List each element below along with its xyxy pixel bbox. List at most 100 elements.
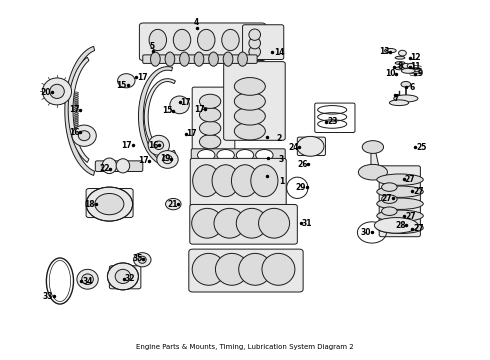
Ellipse shape [401, 68, 415, 73]
Ellipse shape [377, 222, 423, 234]
Ellipse shape [358, 165, 388, 180]
Ellipse shape [231, 165, 259, 197]
Text: 25: 25 [416, 143, 427, 152]
Ellipse shape [249, 29, 261, 40]
Ellipse shape [138, 256, 146, 263]
Ellipse shape [234, 77, 266, 95]
Ellipse shape [107, 263, 138, 290]
FancyBboxPatch shape [189, 249, 303, 292]
Ellipse shape [262, 253, 295, 285]
Ellipse shape [163, 155, 172, 164]
Ellipse shape [259, 208, 290, 238]
Text: 28: 28 [396, 221, 406, 230]
Text: 9: 9 [418, 69, 423, 78]
Polygon shape [65, 46, 95, 175]
Text: 27: 27 [381, 194, 392, 203]
Text: 19: 19 [160, 154, 171, 163]
Ellipse shape [197, 149, 215, 161]
Text: 17: 17 [137, 73, 147, 82]
Ellipse shape [239, 253, 271, 285]
Ellipse shape [78, 131, 90, 141]
Text: 8: 8 [397, 62, 403, 71]
FancyBboxPatch shape [86, 189, 133, 217]
Text: 17: 17 [194, 105, 204, 114]
Ellipse shape [398, 50, 406, 56]
Text: 16: 16 [69, 128, 80, 137]
Ellipse shape [170, 96, 189, 114]
FancyBboxPatch shape [192, 87, 235, 149]
Ellipse shape [115, 269, 131, 283]
Text: 30: 30 [361, 228, 371, 237]
Ellipse shape [214, 208, 245, 238]
Text: 34: 34 [82, 276, 93, 285]
FancyBboxPatch shape [96, 161, 143, 171]
Ellipse shape [377, 186, 423, 197]
Text: 17: 17 [69, 105, 80, 114]
Ellipse shape [249, 46, 261, 57]
Ellipse shape [401, 81, 411, 87]
Ellipse shape [256, 149, 273, 161]
Polygon shape [371, 148, 380, 170]
Ellipse shape [199, 121, 221, 135]
FancyBboxPatch shape [315, 103, 355, 132]
Ellipse shape [212, 165, 239, 197]
Text: 27: 27 [413, 187, 424, 196]
Ellipse shape [199, 108, 221, 122]
FancyBboxPatch shape [224, 159, 286, 207]
Ellipse shape [118, 74, 135, 88]
Ellipse shape [199, 135, 221, 149]
Ellipse shape [193, 165, 220, 197]
Text: 18: 18 [84, 199, 94, 208]
Ellipse shape [134, 253, 151, 267]
Text: 17: 17 [121, 141, 132, 150]
Text: 7: 7 [393, 94, 399, 103]
Text: 10: 10 [385, 69, 395, 78]
Text: 6: 6 [410, 83, 415, 92]
Ellipse shape [394, 95, 418, 102]
Text: 21: 21 [167, 199, 177, 208]
Ellipse shape [362, 141, 384, 153]
Text: 22: 22 [99, 164, 110, 173]
Ellipse shape [166, 198, 181, 210]
Ellipse shape [222, 30, 239, 51]
Ellipse shape [95, 193, 124, 215]
Ellipse shape [236, 149, 254, 161]
Ellipse shape [209, 52, 219, 66]
Ellipse shape [173, 30, 191, 51]
Text: 15: 15 [162, 107, 172, 116]
Ellipse shape [148, 135, 170, 155]
Ellipse shape [385, 49, 396, 53]
Ellipse shape [180, 52, 189, 66]
Ellipse shape [236, 208, 267, 238]
Text: 4: 4 [194, 18, 199, 27]
Text: 23: 23 [327, 117, 338, 126]
Text: 14: 14 [273, 48, 284, 57]
Text: 17: 17 [186, 130, 197, 139]
Text: 3: 3 [279, 155, 284, 164]
Polygon shape [139, 67, 172, 166]
Ellipse shape [116, 159, 130, 173]
Text: 31: 31 [302, 219, 312, 228]
Ellipse shape [407, 63, 414, 68]
FancyBboxPatch shape [109, 266, 141, 289]
Text: 27: 27 [405, 212, 416, 221]
Ellipse shape [192, 253, 225, 285]
Text: 33: 33 [42, 292, 52, 301]
Text: 12: 12 [410, 53, 421, 62]
Ellipse shape [50, 84, 64, 99]
Ellipse shape [150, 52, 160, 66]
Ellipse shape [402, 63, 409, 68]
Ellipse shape [86, 187, 133, 221]
Ellipse shape [395, 67, 405, 70]
Text: 20: 20 [40, 87, 50, 96]
Ellipse shape [395, 56, 405, 59]
Text: 5: 5 [149, 41, 154, 50]
Ellipse shape [165, 52, 175, 66]
Ellipse shape [197, 30, 215, 51]
Ellipse shape [234, 122, 266, 140]
FancyBboxPatch shape [191, 149, 285, 162]
Ellipse shape [217, 149, 234, 161]
Ellipse shape [377, 210, 423, 221]
Ellipse shape [390, 100, 409, 105]
Text: 16: 16 [147, 141, 158, 150]
